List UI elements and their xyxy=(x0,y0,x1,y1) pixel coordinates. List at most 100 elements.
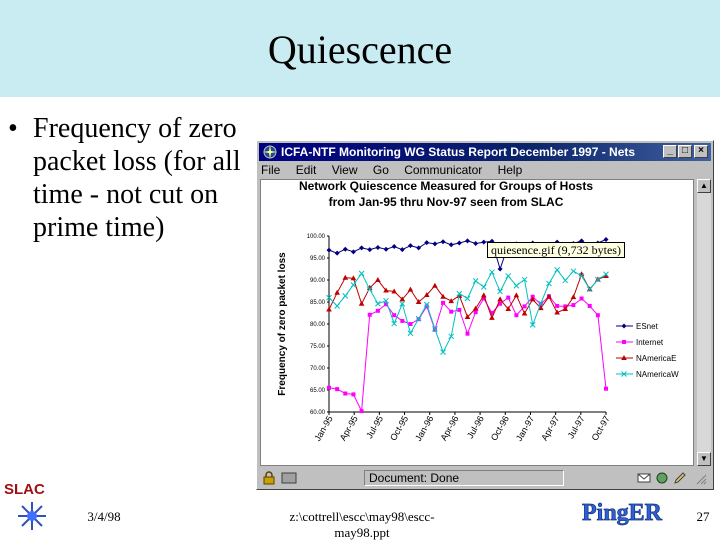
page-content: Network Quiescence Measured for Groups o… xyxy=(260,179,694,466)
data-point-namericaw xyxy=(391,320,398,327)
data-point-internet xyxy=(604,386,608,391)
data-point-namericaw xyxy=(375,300,381,307)
x-tick-label: Oct-97 xyxy=(590,414,612,442)
data-point-namericaw xyxy=(464,295,471,302)
pinger-logo-text: PingER xyxy=(582,500,663,526)
data-point-namericaw xyxy=(423,301,430,308)
menu-go[interactable]: Go xyxy=(372,163,389,177)
chart-title: Network Quiescence Measured for Groups o… xyxy=(299,180,593,193)
data-point-namericae xyxy=(366,284,373,290)
data-point-esnet xyxy=(399,247,405,253)
data-point-esnet xyxy=(473,240,479,246)
data-point-namericae xyxy=(391,288,397,294)
vertical-scrollbar[interactable]: ▲ ▼ xyxy=(697,179,711,466)
browser-window: ICFA-NTF Monitoring WG Status Report Dec… xyxy=(256,140,714,490)
data-point-namericae xyxy=(423,291,430,297)
security-lock-icon[interactable] xyxy=(261,471,277,485)
data-point-namericaw xyxy=(570,268,577,275)
data-point-internet xyxy=(595,313,600,318)
y-tick-label: 60.00 xyxy=(310,410,326,416)
data-point-namericaw xyxy=(342,292,349,299)
data-point-esnet xyxy=(424,240,430,246)
x-tick-label: Jan-96 xyxy=(413,414,435,443)
data-point-esnet xyxy=(334,250,340,256)
legend-label-namericae: NAmericaE xyxy=(636,354,676,363)
scroll-down-icon[interactable]: ▼ xyxy=(697,452,711,466)
bullet-text: Frequency of zero packet loss (for all t… xyxy=(33,113,241,243)
data-point-namericaw xyxy=(366,286,373,293)
data-point-namericaw xyxy=(440,349,446,356)
slac-logo: SLAC xyxy=(4,481,46,530)
legend-marker-namericae xyxy=(621,355,627,360)
x-tick-label: Jan-97 xyxy=(514,414,536,443)
data-point-internet xyxy=(392,313,397,318)
data-point-namericaw xyxy=(472,278,479,284)
groups-icon[interactable] xyxy=(655,471,669,485)
chart-subtitle: from Jan-95 thru Nov-97 seen from SLAC xyxy=(329,195,564,209)
menu-file[interactable]: File xyxy=(261,163,281,177)
x-tick-label: Apr-95 xyxy=(338,414,360,442)
data-point-namericaw xyxy=(480,284,487,290)
menu-communicator[interactable]: Communicator xyxy=(404,163,483,177)
data-point-namericae xyxy=(326,306,332,312)
close-button[interactable]: × xyxy=(694,145,708,158)
data-point-internet xyxy=(351,392,356,397)
data-point-esnet xyxy=(603,237,609,243)
netscape-icon xyxy=(263,145,277,159)
footer-date: 3/4/98 xyxy=(87,509,121,524)
data-point-esnet xyxy=(440,239,446,245)
data-point-esnet xyxy=(367,247,373,253)
data-point-internet xyxy=(408,322,413,326)
window-titlebar[interactable]: ICFA-NTF Monitoring WG Status Report Dec… xyxy=(259,143,711,161)
menu-view[interactable]: View xyxy=(331,163,358,177)
data-point-namericaw xyxy=(407,330,414,337)
data-point-internet xyxy=(555,303,560,308)
data-point-internet xyxy=(343,391,348,396)
slac-logo-text: SLAC xyxy=(4,481,45,498)
status-text: Document: Done xyxy=(364,470,564,486)
footer-path: z:\cottrell\escc\may98\escc- may98.ppt xyxy=(262,509,462,540)
data-point-namericae xyxy=(562,306,569,312)
legend-marker-namericaw xyxy=(621,371,627,377)
data-point-namericaw xyxy=(537,300,544,307)
data-point-esnet xyxy=(432,241,438,247)
scroll-up-icon[interactable]: ▲ xyxy=(697,179,711,193)
minimize-button[interactable]: _ xyxy=(663,145,677,158)
data-point-namericaw xyxy=(562,277,569,284)
x-tick-label: Jul-97 xyxy=(566,414,587,440)
data-point-namericae xyxy=(415,299,422,304)
x-tick-label: Jul-96 xyxy=(465,414,486,440)
data-point-namericaw xyxy=(456,290,463,297)
pinger-logo: PingER xyxy=(582,500,663,527)
maximize-button[interactable]: □ xyxy=(678,145,692,158)
legend-marker-internet xyxy=(622,340,626,344)
data-point-internet xyxy=(424,304,429,309)
legend-label-internet: Internet xyxy=(636,338,664,347)
data-point-esnet xyxy=(497,266,503,272)
data-point-namericaw xyxy=(594,276,601,283)
data-point-namericaw xyxy=(399,300,406,307)
menu-edit[interactable]: Edit xyxy=(295,163,317,177)
data-point-namericae xyxy=(570,294,577,300)
y-tick-label: 90.00 xyxy=(310,278,326,284)
page-number: 27 xyxy=(696,509,710,524)
y-axis-label: Frequency of zero packet loss xyxy=(277,252,288,396)
data-point-namericae xyxy=(358,300,365,306)
status-bar: Document: Done xyxy=(259,469,711,487)
data-point-namericae xyxy=(489,314,495,320)
menu-help[interactable]: Help xyxy=(497,163,523,177)
component-bar-icon[interactable] xyxy=(281,471,297,485)
data-point-internet xyxy=(327,385,331,390)
menu-bar: File Edit View Go Communicator Help xyxy=(261,162,534,178)
data-point-namericae xyxy=(554,309,560,315)
resize-grip-icon[interactable] xyxy=(693,471,707,485)
edit-icon[interactable] xyxy=(673,471,687,485)
window-title: ICFA-NTF Monitoring WG Status Report Dec… xyxy=(281,145,636,159)
data-point-esnet xyxy=(375,244,381,250)
data-point-namericae xyxy=(505,306,512,312)
data-point-namericaw xyxy=(505,273,512,279)
mail-icon[interactable] xyxy=(637,471,651,485)
data-point-namericae xyxy=(334,289,340,295)
data-point-internet xyxy=(498,301,503,306)
data-point-namericaw xyxy=(513,282,520,289)
